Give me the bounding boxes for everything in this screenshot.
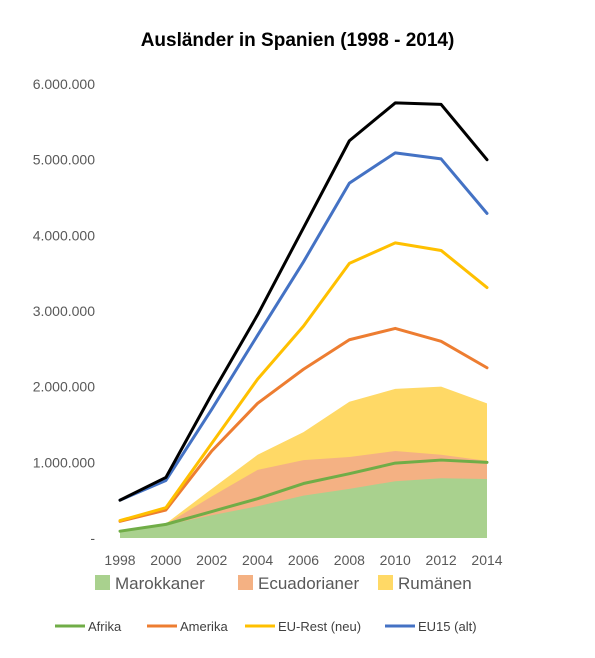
x-tick-label: 2010 xyxy=(380,552,411,568)
y-tick-label: 4.000.000 xyxy=(33,227,95,243)
line-total xyxy=(118,101,489,502)
legend-swatch-rumänen xyxy=(378,575,393,590)
line-series-group xyxy=(118,101,489,533)
y-tick-label: - xyxy=(90,530,95,546)
x-tick-label: 2008 xyxy=(334,552,365,568)
y-tick-label: 3.000.000 xyxy=(33,303,95,319)
y-tick-label: 5.000.000 xyxy=(33,152,95,168)
x-tick-label: 2012 xyxy=(426,552,457,568)
legend-line-label-amerika: Amerika xyxy=(180,619,228,634)
x-tick-label: 2000 xyxy=(150,552,181,568)
y-axis-ticks: - 1.000.000 2.000.000 3.000.000 4.000.000 5.0… xyxy=(33,76,96,546)
x-tick-label: 1998 xyxy=(104,552,135,568)
x-tick-label: 2006 xyxy=(288,552,319,568)
x-tick-label: 2014 xyxy=(471,552,502,568)
x-axis-ticks: 1998 2000 2002 2004 2006 2008 2010 2012 2014 xyxy=(104,552,502,568)
line-afrika xyxy=(118,458,489,533)
legend-swatch-marokkaner xyxy=(95,575,110,590)
chart-title: Ausländer in Spanien (1998 - 2014) xyxy=(140,30,455,51)
legend-label-ecuadorianer: Ecuadorianer xyxy=(258,574,359,593)
legend-line-label-eu15-alt: EU15 (alt) xyxy=(418,619,477,634)
line-eu15-alt xyxy=(118,151,489,502)
legend-label-marokkaner: Marokkaner xyxy=(115,574,205,593)
y-tick-label: 1.000.000 xyxy=(33,454,95,470)
area-marokkaner xyxy=(120,478,487,538)
line-legend: Afrika Amerika EU-Rest (neu) EU15 (alt) xyxy=(55,619,477,634)
x-tick-label: 2004 xyxy=(242,552,273,568)
line-amerika xyxy=(118,326,489,523)
area-series-group xyxy=(120,386,487,538)
legend-line-label-afrika: Afrika xyxy=(88,619,122,634)
y-tick-label: 2.000.000 xyxy=(33,379,95,395)
y-tick-label: 6.000.000 xyxy=(33,76,95,92)
legend-line-label-eu-rest-neu: EU-Rest (neu) xyxy=(278,619,361,634)
legend-label-rumänen: Rumänen xyxy=(398,574,472,593)
line-eu-rest-neu xyxy=(118,241,489,523)
x-tick-label: 2002 xyxy=(196,552,227,568)
legend-swatch-ecuadorianer xyxy=(238,575,253,590)
area-legend: Marokkaner Ecuadorianer Rumänen xyxy=(95,574,472,593)
